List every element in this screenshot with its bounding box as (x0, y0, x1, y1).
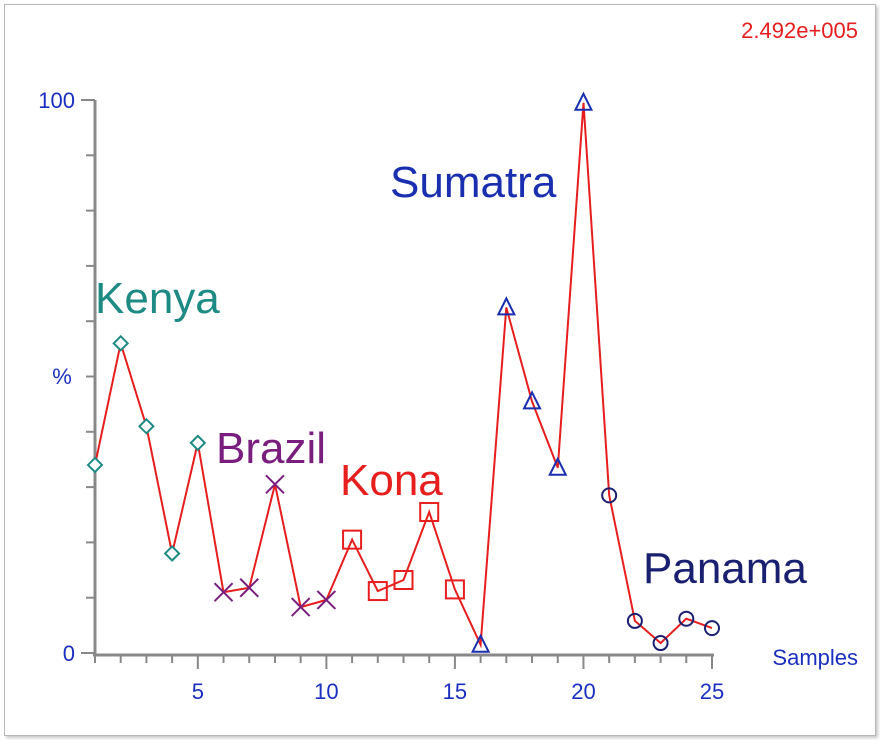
panama-point (601, 487, 618, 504)
brazil-point (265, 474, 285, 495)
kona-point (419, 501, 440, 522)
tick-labels: 0 100 5 10 15 20 25 (38, 88, 724, 704)
panama-point (652, 635, 669, 652)
brazil-point (316, 590, 337, 610)
y-tick-label: 0 (63, 641, 75, 666)
y-tick-label: 100 (38, 88, 75, 113)
kona-point (393, 570, 414, 591)
x-tick-label: 20 (571, 679, 595, 704)
data-markers (86, 91, 720, 653)
brazil-point-stroke (213, 582, 234, 602)
series-label-brazil: Brazil (216, 424, 326, 473)
brazil-point-stroke (290, 597, 311, 617)
brazil-point (290, 597, 311, 617)
x-tick-label: 5 (192, 679, 204, 704)
panama-point (678, 610, 695, 627)
brazil-point (239, 578, 259, 598)
scale-label: 2.492e+005 (741, 18, 858, 43)
kona-point (444, 579, 465, 600)
panama-point (704, 620, 720, 637)
brazil-point-stroke (265, 474, 285, 495)
kenya-point (163, 545, 181, 562)
chart-frame (4, 4, 876, 736)
kenya-point (138, 417, 155, 435)
panama-point (626, 612, 643, 629)
kona-point (342, 529, 363, 550)
sumatra-point (471, 633, 491, 653)
series-label-sumatra: Sumatra (390, 158, 557, 207)
kenya-point (189, 434, 207, 452)
sumatra-point (522, 390, 542, 410)
kona-point (367, 581, 388, 602)
x-axis-label: Samples (772, 645, 858, 670)
x-tick-label: 10 (314, 679, 338, 704)
series-label-kenya: Kenya (95, 274, 220, 323)
brazil-point-stroke (239, 578, 259, 598)
brazil-point (213, 582, 234, 602)
y-axis-label: % (52, 364, 72, 389)
kenya-point (112, 334, 130, 352)
sumatra-point (573, 91, 594, 111)
series-label-panama: Panama (643, 544, 807, 593)
x-tick-label: 15 (443, 679, 467, 704)
sumatra-point (496, 296, 516, 316)
series-label-kona: Kona (340, 456, 443, 505)
tick-marks (81, 99, 713, 669)
brazil-point-stroke (316, 590, 337, 610)
kenya-point (86, 456, 104, 474)
x-tick-label: 25 (700, 679, 724, 704)
sumatra-point (548, 456, 568, 476)
series-labels: Kenya Brazil Kona Sumatra Panama (95, 158, 807, 593)
